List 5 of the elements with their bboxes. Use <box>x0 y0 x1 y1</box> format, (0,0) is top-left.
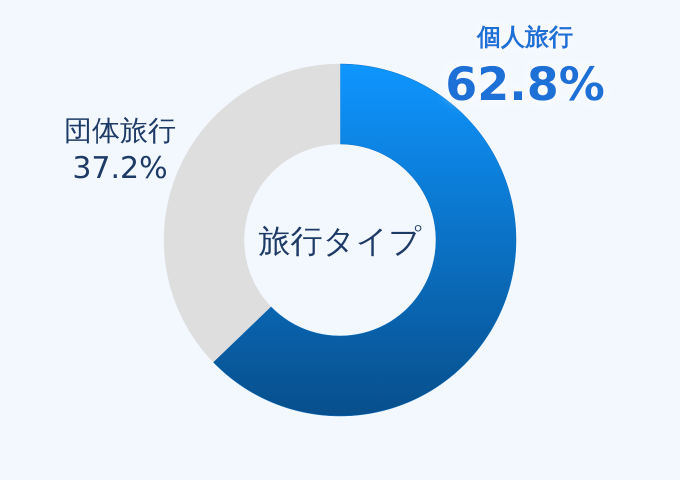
slice-label: 団体旅行 <box>64 114 176 147</box>
slice-label: 個人旅行 <box>476 23 573 51</box>
data-label: 62.8% <box>445 57 605 111</box>
text: 旅行タイプ <box>258 222 422 260</box>
data-label: 37.2% <box>72 151 168 186</box>
